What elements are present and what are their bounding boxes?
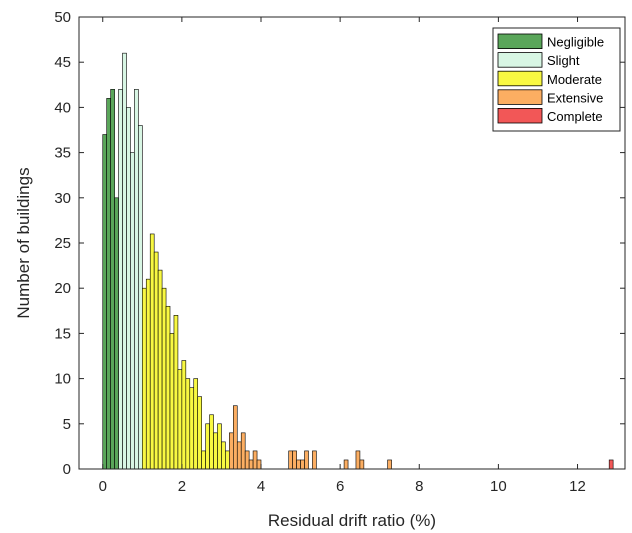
legend-swatch-slight (497, 52, 543, 68)
bar-extensive (359, 459, 365, 470)
x-tick-label: 4 (257, 478, 265, 495)
bar-extensive (256, 459, 262, 470)
bar-negligible (102, 134, 107, 470)
bar-extensive (252, 450, 258, 470)
legend-label-complete: Complete (547, 109, 603, 124)
bar-moderate (193, 378, 199, 470)
bar-moderate (142, 287, 147, 470)
y-tick-label: 30 (54, 190, 71, 207)
bar-extensive (300, 459, 305, 470)
legend-label-slight: Slight (547, 53, 580, 68)
bar-extensive (355, 450, 361, 470)
bar-moderate (217, 423, 222, 470)
bar-moderate (185, 378, 191, 470)
bar-moderate (145, 278, 151, 470)
bar-extensive (236, 441, 242, 470)
bar-slight (122, 52, 127, 470)
x-tick-label: 2 (178, 478, 186, 495)
x-tick-label: 12 (569, 478, 586, 495)
y-tick-label: 10 (54, 371, 71, 388)
y-tick-label: 50 (54, 9, 71, 26)
bar-moderate (161, 287, 167, 470)
bar-slight (138, 125, 143, 470)
y-tick-label: 45 (54, 54, 71, 71)
bar-moderate (173, 315, 179, 470)
bar-slight (118, 89, 123, 470)
y-tick-label: 35 (54, 145, 71, 162)
y-tick-label: 5 (63, 416, 71, 433)
bar-extensive (229, 432, 234, 470)
x-tick-label: 10 (490, 478, 507, 495)
bar-extensive (292, 450, 297, 470)
bar-moderate (153, 251, 159, 470)
bar-negligible (110, 89, 115, 470)
bar-extensive (304, 450, 309, 470)
bar-moderate (221, 441, 226, 470)
bar-moderate (209, 414, 214, 470)
legend-label-negligible: Negligible (547, 35, 604, 50)
bar-slight (130, 152, 135, 470)
bar-slight (126, 107, 131, 470)
bar-moderate (197, 396, 202, 470)
bar-moderate (165, 305, 171, 470)
y-axis-title: Number of buildings (14, 167, 33, 318)
bar-extensive (244, 450, 250, 470)
bar-moderate (205, 423, 210, 470)
bar-moderate (225, 450, 230, 470)
y-tick-label: 15 (54, 325, 71, 342)
legend-label-moderate: Moderate (547, 72, 602, 87)
bar-extensive (296, 459, 301, 470)
bar-extensive (343, 459, 349, 470)
y-tick-label: 0 (63, 461, 71, 478)
x-tick-label: 8 (415, 478, 423, 495)
y-tick-label: 25 (54, 235, 71, 252)
x-tick-label: 0 (99, 478, 107, 495)
legend-swatch-moderate (497, 70, 543, 87)
bar-slight (134, 89, 139, 470)
bar-moderate (149, 233, 155, 470)
bar-moderate (157, 269, 163, 470)
bar-moderate (169, 333, 175, 470)
x-axis-title: Residual drift ratio (%) (268, 511, 436, 530)
legend-swatch-complete (497, 108, 543, 124)
bar-moderate (201, 450, 206, 470)
y-tick-label: 20 (54, 280, 71, 297)
legend-swatch-negligible (497, 33, 543, 50)
bar-negligible (114, 197, 119, 470)
bar-moderate (181, 360, 187, 470)
legend-label-extensive: Extensive (547, 90, 603, 105)
axes-group: 0 2 4 6 8 10 12 0 5 10 15 20 25 30 35 40 45 50 (54, 9, 626, 495)
bar-moderate (177, 369, 183, 470)
bar-moderate (189, 387, 195, 470)
bar-extensive (312, 450, 317, 470)
x-tick-label: 6 (336, 478, 344, 495)
legend: Negligible Slight Moderate Extensive Complet… (492, 27, 621, 132)
bar-extensive (387, 459, 392, 470)
bar-extensive (288, 450, 293, 470)
legend-swatch-extensive (497, 89, 543, 105)
bar-moderate (213, 432, 218, 470)
bar-negligible (106, 98, 111, 470)
bar-complete (608, 459, 614, 470)
y-tick-label: 40 (54, 99, 71, 116)
bar-extensive (240, 432, 246, 470)
bar-extensive (248, 459, 254, 470)
bar-extensive (233, 405, 238, 470)
